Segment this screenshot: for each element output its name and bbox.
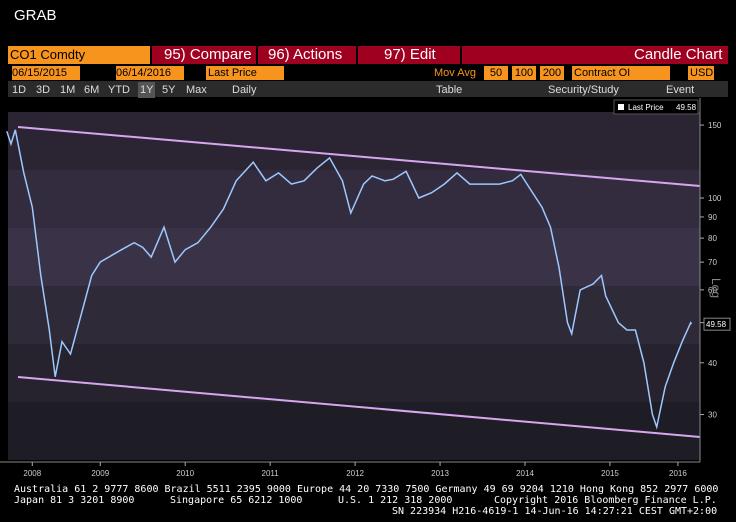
- chart-type[interactable]: Candle Chart: [634, 46, 723, 63]
- legend-name: Last Price: [628, 103, 664, 112]
- start-date[interactable]: 06/15/2015: [12, 66, 80, 80]
- ticker-field[interactable]: CO1 Comdty: [8, 46, 150, 64]
- y-axis-label: Log: [709, 278, 723, 298]
- mov-avg[interactable]: 50: [484, 66, 508, 80]
- plot-band: [8, 170, 700, 228]
- y-tick-label: 150: [708, 121, 722, 130]
- mov-avg-label: Mov Avg: [434, 67, 476, 79]
- separator: [256, 46, 258, 64]
- y-tick-label: 70: [708, 258, 717, 267]
- footer-line: Japan 81 3 3201 8900: [14, 495, 135, 506]
- field-select[interactable]: Last Price: [206, 66, 284, 80]
- plot-band: [8, 286, 700, 344]
- range-button[interactable]: 1D: [12, 84, 27, 96]
- menu-bar: [152, 46, 728, 64]
- range-button[interactable]: Max: [186, 84, 207, 96]
- actions-button[interactable]: 96) Actions: [268, 46, 343, 63]
- x-tick-label: 2013: [431, 469, 449, 478]
- plot-band: [8, 402, 700, 460]
- app-title: GRAB: [14, 7, 57, 24]
- range-button[interactable]: 6M: [84, 84, 100, 96]
- mov-avg[interactable]: 100: [512, 66, 536, 80]
- y-tick-label: 30: [708, 411, 717, 420]
- mov-avg[interactable]: 200: [540, 66, 564, 80]
- channel-line: [17, 126, 701, 187]
- range-button[interactable]: YTD: [108, 84, 130, 96]
- compare-button[interactable]: 95) Compare: [164, 46, 252, 63]
- plot-band: [8, 112, 700, 170]
- edit-button[interactable]: 97) Edit: [384, 46, 436, 63]
- footer-line: SN 223934 H216-4619-1 14-Jun-16 14:27:21…: [392, 506, 718, 517]
- plot-band: [8, 228, 700, 286]
- last-price-label: 49.58: [706, 320, 727, 329]
- range-button[interactable]: 1M: [60, 84, 76, 96]
- x-tick-label: 2012: [346, 469, 364, 478]
- x-tick-label: 2015: [601, 469, 619, 478]
- x-tick-label: 2010: [176, 469, 194, 478]
- secondary-field[interactable]: Contract OI: [572, 66, 670, 80]
- footer-line: Singapore 65 6212 1000: [170, 495, 303, 506]
- last-price-box: [703, 317, 731, 331]
- range-button[interactable]: 3D: [36, 84, 51, 96]
- range-button[interactable]: 1Y: [138, 82, 156, 98]
- x-tick-label: 2016: [669, 469, 687, 478]
- range-button[interactable]: 5Y: [162, 84, 176, 96]
- chart: 3040506070809010015020082009201020112012…: [0, 98, 736, 490]
- legend-swatch: [618, 104, 624, 110]
- y-tick-label: 100: [708, 194, 722, 203]
- event-button[interactable]: Event: [666, 84, 695, 96]
- y-tick-label: 90: [708, 213, 717, 222]
- channel-line: [17, 376, 701, 438]
- table-button[interactable]: Table: [436, 84, 463, 96]
- footer-line: Australia 61 2 9777 8600 Brazil 5511 239…: [14, 484, 719, 495]
- study-button[interactable]: Security/Study: [548, 84, 619, 96]
- y-tick-label: 80: [708, 234, 717, 243]
- footer-line: Copyright 2016 Bloomberg Finance L.P.: [494, 495, 717, 506]
- y-tick-label: 60: [708, 286, 717, 295]
- footer-line: U.S. 1 212 318 2000: [338, 495, 453, 506]
- separator: [460, 46, 462, 64]
- y-tick-label: 40: [708, 359, 717, 368]
- end-date[interactable]: 06/14/2016: [116, 66, 184, 80]
- legend-value: 49.58: [676, 103, 697, 112]
- x-tick-label: 2008: [23, 469, 41, 478]
- x-tick-label: 2011: [262, 469, 280, 478]
- legend-box: [613, 99, 699, 115]
- separator: [356, 46, 358, 64]
- plot-band: [8, 344, 700, 402]
- period[interactable]: Daily: [232, 84, 257, 96]
- x-tick-label: 2014: [516, 469, 534, 478]
- ticker: CO1 Comdty: [10, 47, 86, 62]
- range-bar: [8, 81, 728, 97]
- price-line: [6, 129, 693, 430]
- x-tick-label: 2009: [91, 469, 109, 478]
- currency[interactable]: USD: [688, 66, 714, 80]
